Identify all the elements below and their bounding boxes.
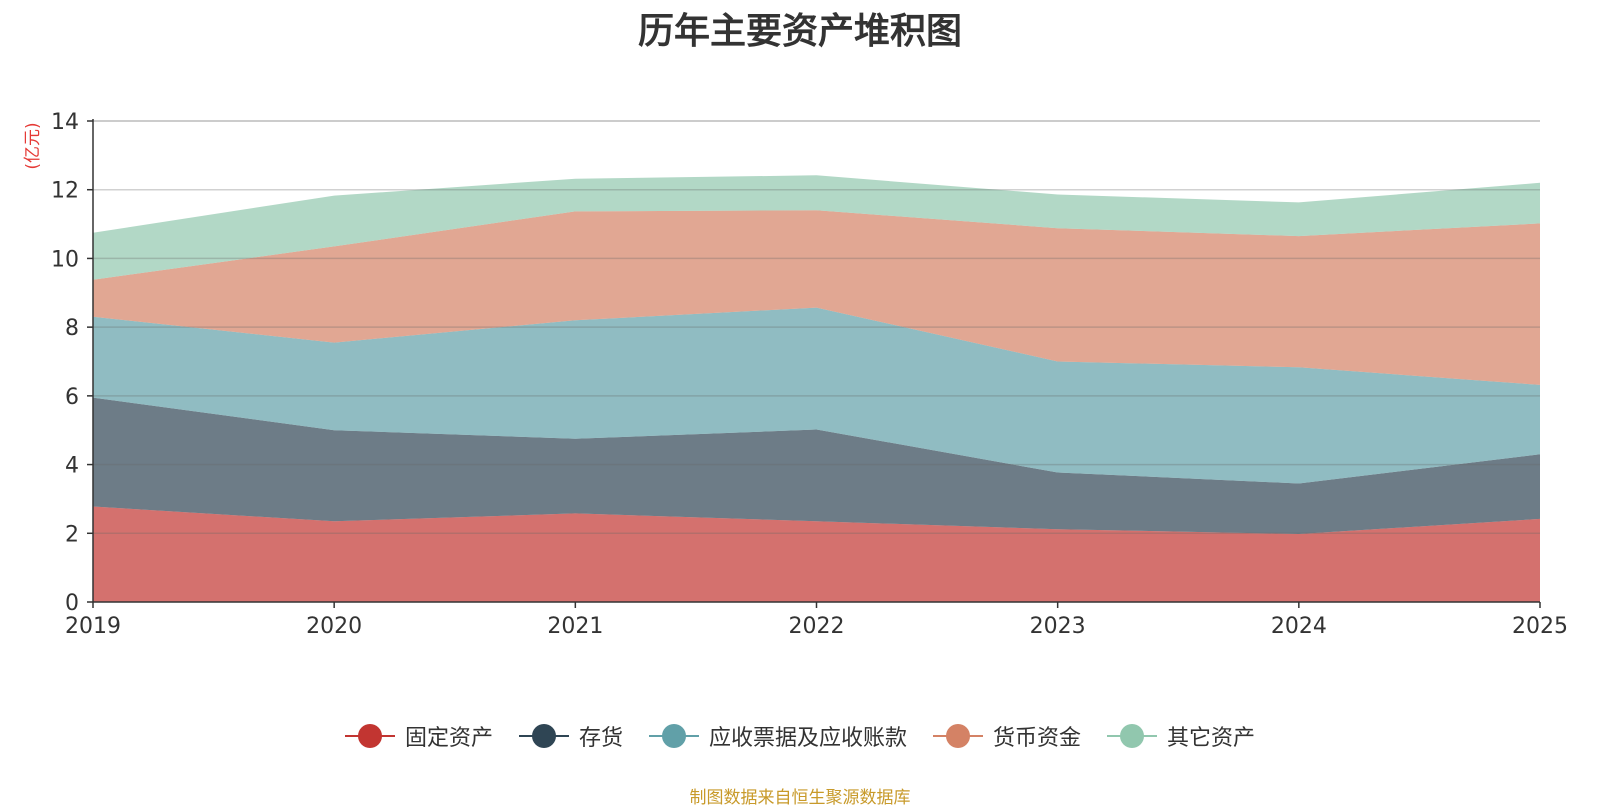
legend-item-fixed-assets[interactable]: 固定资产 [344, 720, 493, 752]
chart-title: 历年主要资产堆积图 [637, 11, 962, 52]
y-axis-label: (亿元) [23, 122, 43, 169]
legend-item-inventory[interactable]: 存货 [518, 720, 623, 752]
legend-item-other-assets[interactable]: 其它资产 [1107, 720, 1255, 752]
y-tick-label: 14 [51, 110, 79, 135]
legend-label: 应收票据及应收账款 [708, 726, 907, 751]
legend-item-receivables[interactable]: 应收票据及应收账款 [648, 720, 907, 752]
legend-label: 存货 [578, 726, 623, 751]
legend-label: 其它资产 [1167, 726, 1256, 751]
y-tick-label: 10 [51, 247, 79, 272]
legend-item-cash[interactable]: 货币资金 [933, 720, 1081, 752]
area-series-3 [93, 210, 1540, 385]
y-tick-label: 8 [65, 316, 79, 341]
area-series-0 [93, 506, 1540, 602]
area-series-4 [93, 175, 1540, 280]
y-tick-label: 4 [65, 454, 79, 479]
y-tick-label: 12 [51, 179, 79, 204]
legend-marker-icon [933, 724, 983, 748]
x-tick-label: 2025 [1512, 614, 1568, 639]
x-tick-label: 2022 [789, 614, 845, 639]
x-tick-label: 2021 [547, 614, 603, 639]
legend-label: 货币资金 [993, 726, 1082, 751]
area-series-1 [93, 397, 1540, 534]
y-tick-label: 6 [65, 385, 79, 410]
legend-marker-icon [1107, 724, 1158, 748]
x-tick-label: 2020 [306, 614, 362, 639]
chart-legend: 固定资产 存货 应收票据及应收账款 货币资金 其它资产 [0, 720, 1600, 752]
legend-marker-icon [648, 724, 699, 748]
x-tick-label: 2024 [1271, 614, 1327, 639]
source-note: 制图数据来自恒生聚源数据库 [689, 788, 911, 808]
area-series-2 [93, 307, 1540, 484]
y-tick-label: 0 [65, 591, 79, 616]
legend-marker-icon [518, 724, 569, 748]
legend-label: 固定资产 [404, 726, 493, 751]
legend-marker-icon [344, 724, 395, 748]
x-tick-label: 2019 [65, 614, 121, 639]
y-tick-label: 2 [65, 522, 79, 547]
x-tick-label: 2023 [1030, 614, 1086, 639]
